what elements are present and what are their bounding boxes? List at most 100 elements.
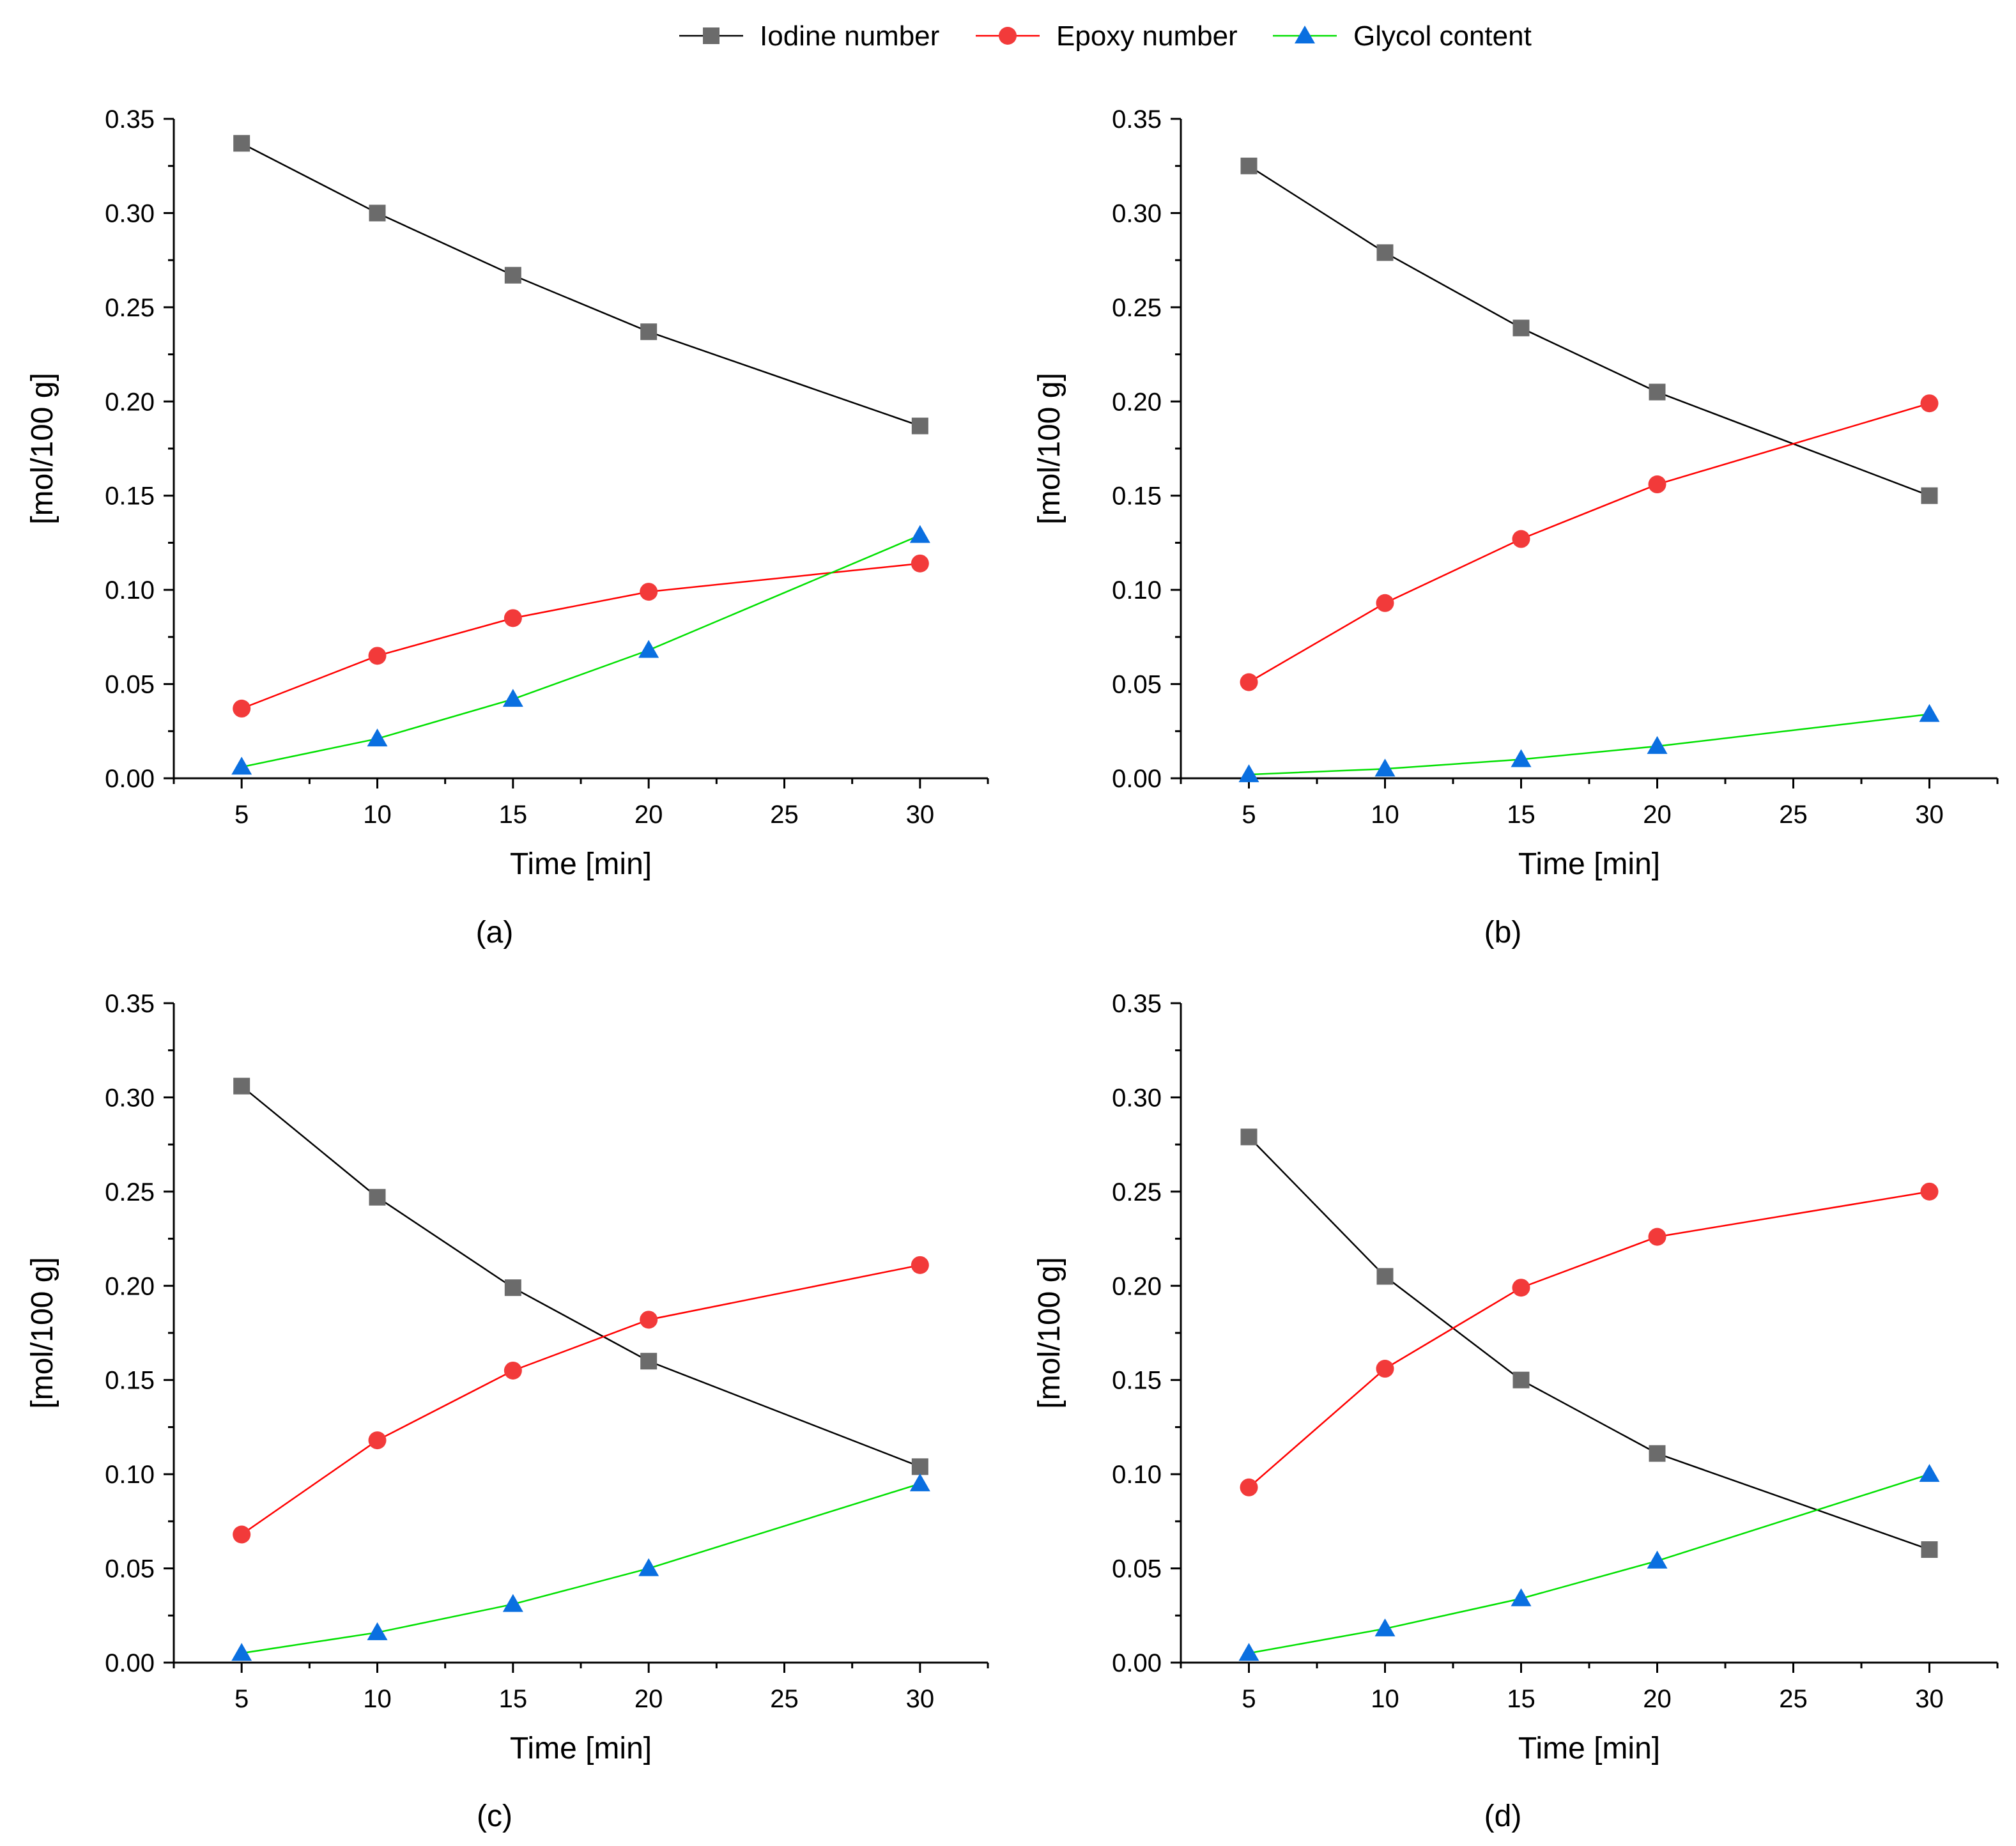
x-axis-title: Time [min] <box>510 847 652 881</box>
legend-marker-glycol-content <box>1295 26 1315 43</box>
data-point-glycol-content <box>638 1558 659 1576</box>
series-glycol-content <box>1238 704 1940 783</box>
legend-item-iodine-number: Iodine number <box>679 20 939 52</box>
data-point-glycol-content <box>231 757 252 775</box>
x-tick-label: 10 <box>363 1685 392 1713</box>
data-point-iodine-number <box>640 1353 658 1370</box>
legend-marker-epoxy-number <box>999 27 1017 45</box>
y-axis-title: [mol/100 g] <box>1033 1257 1066 1408</box>
series-epoxy-number <box>1240 1182 1939 1496</box>
series-glycol-content <box>231 1473 930 1661</box>
y-tick-label: 0.35 <box>105 990 155 1018</box>
x-tick-label: 30 <box>1915 801 1944 829</box>
data-point-glycol-content <box>1511 1588 1532 1606</box>
x-tick-label: 5 <box>235 801 249 829</box>
y-tick-label: 0.30 <box>105 199 155 227</box>
x-tick-label: 20 <box>635 801 663 829</box>
data-point-iodine-number <box>1512 319 1530 337</box>
data-point-glycol-content <box>1238 764 1259 783</box>
data-point-epoxy-number <box>1648 475 1666 494</box>
data-point-glycol-content <box>1919 704 1940 722</box>
data-point-glycol-content <box>638 640 659 658</box>
panels: 5 10 15 20 25 30 0.00 0.05 0.10 0.15 0.20 0.25 0.30 0… <box>26 105 1999 1833</box>
data-point-iodine-number <box>233 135 250 152</box>
x-tick-label: 20 <box>635 1685 663 1713</box>
legend-item-epoxy-number: Epoxy number <box>976 20 1238 52</box>
series-iodine-number <box>1240 1128 1938 1558</box>
series-line-iodine-number <box>1248 1136 1930 1551</box>
data-point-epoxy-number <box>504 1361 522 1380</box>
data-point-epoxy-number <box>368 647 387 665</box>
data-point-glycol-content <box>1647 1550 1668 1569</box>
y-tick-label: 0.25 <box>1112 1178 1162 1206</box>
panel-label: (c) <box>477 1799 512 1833</box>
data-point-epoxy-number <box>1376 1360 1394 1378</box>
x-tick-label: 25 <box>1779 1685 1808 1713</box>
chart-panel-a: 5 10 15 20 25 30 0.00 0.05 0.10 0.15 0.20 0.25 0.30 0… <box>26 105 989 950</box>
series-line-iodine-number <box>241 1085 921 1468</box>
legend-label-glycol-content: Glycol content <box>1353 20 1532 52</box>
x-axis-title: Time [min] <box>1518 1732 1660 1765</box>
x-tick-label: 15 <box>1507 1685 1535 1713</box>
y-axis-title: [mol/100 g] <box>26 373 59 524</box>
series-line-epoxy-number <box>241 562 920 710</box>
y-tick-label: 0.30 <box>1112 199 1162 227</box>
series-line-epoxy-number <box>1248 1190 1930 1488</box>
y-tick-label: 0.30 <box>1112 1084 1162 1112</box>
data-point-epoxy-number <box>233 699 251 718</box>
data-point-glycol-content <box>502 689 523 707</box>
y-axis-title: [mol/100 g] <box>1033 373 1066 524</box>
data-point-epoxy-number <box>1512 530 1530 548</box>
y-axis-title: [mol/100 g] <box>26 1257 59 1408</box>
data-point-glycol-content <box>909 1473 930 1491</box>
data-point-iodine-number <box>1649 1445 1666 1462</box>
data-point-glycol-content <box>1238 1643 1259 1661</box>
legend: Iodine number Epoxy number Glycol content <box>679 20 1532 52</box>
y-tick-label: 0.20 <box>1112 388 1162 416</box>
y-tick-label: 0.05 <box>105 671 155 699</box>
data-point-epoxy-number <box>368 1431 387 1450</box>
panel-label: (b) <box>1484 916 1522 950</box>
x-axis-title: Time [min] <box>1518 847 1660 881</box>
y-tick-label: 0.25 <box>105 294 155 322</box>
series-line-glycol-content <box>241 1482 921 1654</box>
data-point-epoxy-number <box>1920 1182 1939 1201</box>
data-point-glycol-content <box>1374 758 1396 777</box>
series-iodine-number <box>233 135 928 435</box>
data-point-iodine-number <box>233 1077 250 1095</box>
chart-panel-c: 5 10 15 20 25 30 0.00 0.05 0.10 0.15 0.20 0.25 0.30 0… <box>26 990 989 1833</box>
data-point-glycol-content <box>909 525 930 543</box>
x-tick-label: 25 <box>770 801 799 829</box>
series-glycol-content <box>1238 1464 1940 1661</box>
data-point-epoxy-number <box>1240 1478 1258 1496</box>
panel-label: (a) <box>476 916 514 950</box>
series-epoxy-number <box>1240 394 1939 691</box>
data-point-iodine-number <box>369 1188 386 1206</box>
data-point-glycol-content <box>367 728 388 747</box>
series-line-glycol-content <box>1249 713 1930 776</box>
y-tick-label: 0.35 <box>1112 990 1162 1018</box>
y-tick-label: 0.25 <box>105 1178 155 1206</box>
y-tick-label: 0.10 <box>105 1461 155 1489</box>
data-point-epoxy-number <box>911 554 929 573</box>
x-tick-label: 25 <box>770 1685 799 1713</box>
x-tick-label: 25 <box>1779 801 1808 829</box>
data-point-epoxy-number <box>1376 594 1394 612</box>
data-point-iodine-number <box>1512 1371 1530 1388</box>
data-point-iodine-number <box>504 266 521 284</box>
data-point-iodine-number <box>911 1458 928 1475</box>
y-tick-label: 0.00 <box>105 1649 155 1677</box>
x-tick-label: 20 <box>1643 801 1672 829</box>
chart-panel-d: 5 10 15 20 25 30 0.00 0.05 0.10 0.15 0.20 0.25 0.30 0… <box>1033 990 1999 1833</box>
data-point-glycol-content <box>1511 749 1532 767</box>
y-tick-label: 0.30 <box>105 1084 155 1112</box>
series-line-glycol-content <box>1249 1473 1930 1654</box>
legend-marker-iodine-number <box>703 27 719 44</box>
data-point-iodine-number <box>1921 1541 1938 1558</box>
y-tick-label: 0.20 <box>105 1272 155 1300</box>
x-tick-label: 15 <box>499 1685 528 1713</box>
series-line-epoxy-number <box>241 1264 921 1535</box>
series-line-iodine-number <box>1248 165 1930 496</box>
series-epoxy-number <box>233 554 929 718</box>
